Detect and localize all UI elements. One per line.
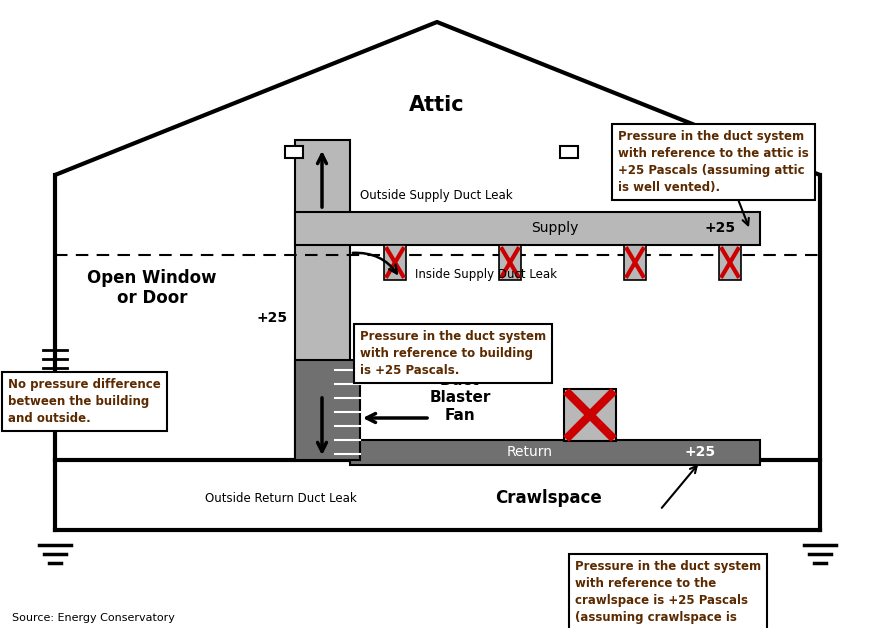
- Bar: [718, 245, 740, 280]
- Text: Source: Energy Conservatory: Source: Energy Conservatory: [12, 613, 175, 623]
- Bar: [295, 360, 360, 460]
- Text: Attic: Attic: [408, 95, 464, 115]
- Text: Supply: Supply: [531, 221, 578, 235]
- Bar: [560, 146, 577, 158]
- Bar: [295, 212, 760, 245]
- Text: Pressure in the duct system
with reference to the attic is
+25 Pascals (assuming: Pressure in the duct system with referen…: [617, 130, 808, 194]
- Text: Duct
Blaster
Fan: Duct Blaster Fan: [428, 373, 490, 423]
- Bar: [285, 146, 302, 158]
- Bar: [295, 140, 349, 460]
- Text: Pressure in the duct system
with reference to the
crawlspace is +25 Pascals
(ass: Pressure in the duct system with referen…: [574, 560, 760, 628]
- Bar: [383, 245, 406, 280]
- Text: Crawlspace: Crawlspace: [494, 489, 601, 507]
- Bar: [349, 440, 760, 465]
- Text: No pressure difference
between the building
and outside.: No pressure difference between the build…: [8, 378, 161, 425]
- Text: +25: +25: [684, 445, 714, 459]
- Text: Return: Return: [507, 445, 553, 459]
- Text: Open Window
or Door: Open Window or Door: [87, 269, 216, 307]
- Text: Inside Supply Duct Leak: Inside Supply Duct Leak: [415, 269, 556, 281]
- Text: Outside Supply Duct Leak: Outside Supply Duct Leak: [360, 190, 512, 202]
- Bar: [623, 245, 646, 280]
- Text: +25: +25: [256, 311, 288, 325]
- Text: Pressure in the duct system
with reference to building
is +25 Pascals.: Pressure in the duct system with referen…: [360, 330, 546, 377]
- Text: +25: +25: [704, 221, 734, 235]
- Bar: [499, 245, 521, 280]
- Text: Outside Return Duct Leak: Outside Return Duct Leak: [205, 492, 356, 504]
- Bar: [563, 389, 615, 441]
